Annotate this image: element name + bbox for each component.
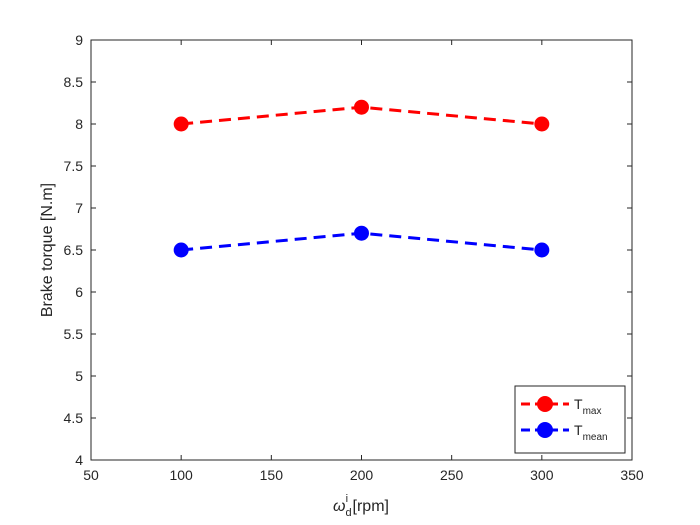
data-point-mean — [354, 225, 369, 241]
legend-label-tmean: Tmean — [574, 422, 608, 443]
x-axis-label-sub: d — [346, 507, 352, 519]
y-tick-label: 4 — [75, 452, 83, 468]
x-axis-label-sup: i — [346, 493, 348, 505]
y-tick-label: 6 — [75, 284, 83, 300]
legend-box — [514, 385, 626, 454]
legend-label-tmax: Tmax — [574, 396, 601, 417]
data-point-mean — [534, 242, 550, 258]
x-axis-label: ωdi [rpm] — [333, 493, 389, 519]
data-point-max — [173, 116, 189, 132]
y-axis-label: Brake torque [N.m] — [39, 183, 56, 317]
y-tick-label: 4.5 — [64, 410, 84, 426]
y-axis-ticks: 4 4.5 5 5.5 6 6.5 7 7.5 8 8.5 9 — [64, 32, 632, 468]
y-tick-label: 9 — [75, 32, 83, 48]
x-axis-label-unit: [rpm] — [348, 498, 389, 515]
y-tick-label: 5.5 — [64, 326, 84, 342]
data-point-max — [534, 116, 550, 132]
x-axis-label-symbol: ω — [333, 498, 345, 515]
legend-marker-tmean — [537, 422, 553, 438]
series-layer — [173, 99, 550, 258]
y-tick-label: 5 — [75, 368, 83, 384]
y-tick-label: 8.5 — [64, 74, 84, 90]
y-tick-label: 8 — [75, 116, 83, 132]
x-tick-label: 150 — [260, 467, 284, 483]
x-tick-label: 300 — [530, 467, 554, 483]
y-tick-label: 6.5 — [64, 242, 84, 258]
x-tick-label: 200 — [350, 467, 374, 483]
data-point-mean — [173, 242, 189, 258]
legend-marker-tmax — [537, 396, 553, 412]
x-tick-label: 50 — [83, 467, 99, 483]
x-axis-ticks: 50 100 150 200 250 300 350 — [83, 40, 644, 483]
x-tick-label: 350 — [620, 467, 644, 483]
legend: Tmax Tmean — [514, 385, 626, 454]
y-tick-label: 7.5 — [64, 158, 84, 174]
x-tick-label: 100 — [169, 467, 193, 483]
data-point-max — [354, 99, 369, 115]
x-tick-label: 250 — [440, 467, 464, 483]
y-tick-label: 7 — [75, 200, 83, 216]
